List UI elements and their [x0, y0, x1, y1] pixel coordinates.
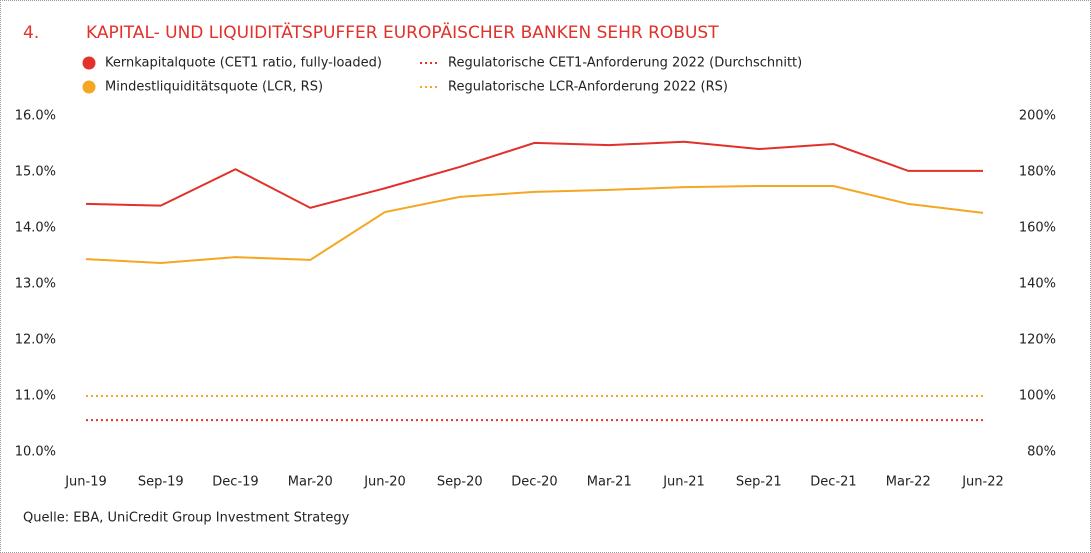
- x-tick-label: Sep-20: [437, 475, 483, 490]
- y2-tick-label: 200%: [1019, 109, 1056, 124]
- chart-number: 4.: [23, 23, 39, 43]
- y2-tick-label: 180%: [1019, 165, 1056, 180]
- x-tick-label: Dec-19: [212, 475, 258, 490]
- y-tick-label: 12.0%: [15, 333, 56, 348]
- x-tick-label: Sep-19: [138, 475, 184, 490]
- y-tick-label: 13.0%: [15, 277, 56, 292]
- y2-tick-label: 140%: [1019, 277, 1056, 292]
- y2-tick-label: 80%: [1027, 445, 1056, 460]
- legend-label: Regulatorische CET1-Anforderung 2022 (Du…: [448, 56, 802, 71]
- chart-title: KAPITAL- UND LIQUIDITÄTSPUFFER EUROPÄISC…: [86, 22, 719, 43]
- x-tick-label: Jun-20: [363, 475, 406, 490]
- y2-tick-label: 100%: [1019, 389, 1056, 404]
- x-tick-label: Mar-20: [288, 475, 333, 490]
- x-tick-label: Dec-21: [810, 475, 856, 490]
- x-tick-label: Mar-22: [886, 475, 931, 490]
- legend-swatch: [82, 80, 96, 94]
- series-line: [85, 185, 984, 265]
- y-tick-label: 15.0%: [15, 165, 56, 180]
- x-tick-label: Jun-21: [662, 475, 705, 490]
- x-tick-label: Jun-22: [961, 475, 1004, 490]
- legend-label: Kernkapitalquote (CET1 ratio, fully-load…: [105, 56, 382, 71]
- series-line: [85, 140, 983, 209]
- y2-tick-label: 120%: [1019, 333, 1056, 348]
- x-tick-label: Sep-21: [736, 475, 782, 490]
- y-tick-label: 14.0%: [15, 221, 56, 236]
- source: Quelle: EBA, UniCredit Group Investment …: [23, 511, 350, 526]
- x-tick-label: Jun-19: [64, 475, 107, 490]
- legend-swatch: [82, 56, 96, 70]
- y2-tick-label: 160%: [1019, 221, 1056, 236]
- x-tick-label: Mar-21: [587, 475, 632, 490]
- legend-label: Regulatorische LCR-Anforderung 2022 (RS): [448, 80, 728, 95]
- x-tick-label: Dec-20: [511, 475, 557, 490]
- y-tick-label: 11.0%: [15, 389, 56, 404]
- y-tick-label: 10.0%: [15, 445, 56, 460]
- y-tick-label: 16.0%: [15, 109, 56, 124]
- legend-label: Mindestliquiditätsquote (LCR, RS): [105, 80, 323, 95]
